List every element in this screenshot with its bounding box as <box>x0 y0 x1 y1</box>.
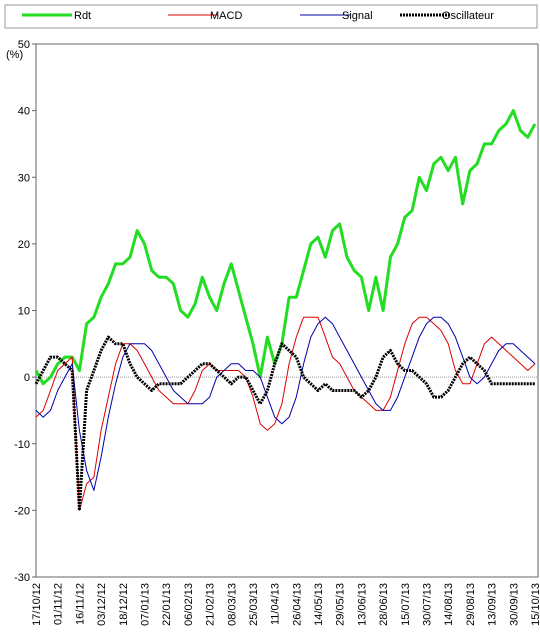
legend-label: Signal <box>342 10 373 22</box>
x-tick-label: 15/10/13 <box>530 583 540 626</box>
series-line <box>35 316 536 511</box>
legend-box <box>4 4 538 29</box>
series-line <box>34 335 535 512</box>
x-tick-label: 21/02/13 <box>205 583 217 626</box>
x-tick-label: 26/04/13 <box>291 583 303 626</box>
legend-label: MACD <box>210 10 242 22</box>
x-tick-label: 11/04/13 <box>270 583 282 625</box>
x-tick-label: 06/02/13 <box>183 583 195 626</box>
x-tick-label: 30/09/13 <box>508 583 520 626</box>
y-tick-label: -30 <box>14 572 30 584</box>
x-tick-label: 08/03/13 <box>226 583 238 626</box>
x-tick-label: 28/06/13 <box>378 583 390 626</box>
y-tick-label: -10 <box>14 439 30 451</box>
x-tick-label: 01/11/12 <box>53 583 65 625</box>
x-tick-label: 13/06/13 <box>356 583 368 626</box>
legend-label: Oscillateur <box>442 10 494 22</box>
x-tick-label: 30/07/13 <box>422 583 434 626</box>
series-line <box>35 316 536 491</box>
x-tick-label: 22/01/13 <box>161 583 173 626</box>
y-axis-label: (%) <box>6 49 23 61</box>
y-tick-label: 40 <box>18 106 30 118</box>
x-tick-label: 17/10/12 <box>31 583 43 626</box>
y-tick-label: 0 <box>24 372 30 384</box>
x-tick-label: 03/12/12 <box>96 583 108 626</box>
y-tick-label: 50 <box>18 39 30 51</box>
x-tick-label: 29/08/13 <box>465 583 477 626</box>
y-tick-label: -20 <box>14 505 30 517</box>
y-tick-label: 10 <box>18 306 30 318</box>
x-tick-label: 13/09/13 <box>487 583 499 626</box>
series-line <box>34 109 537 386</box>
x-tick-label: 18/12/12 <box>118 583 130 626</box>
x-tick-label: 14/08/13 <box>443 583 455 626</box>
x-tick-label: 07/01/13 <box>139 583 151 626</box>
x-tick-label: 25/03/13 <box>248 583 260 626</box>
y-tick-label: 30 <box>18 172 30 184</box>
legend-label: Rdt <box>74 10 91 22</box>
x-tick-label: 16/11/12 <box>74 583 86 625</box>
x-tick-label: 29/05/13 <box>335 583 347 626</box>
x-tick-label: 15/07/13 <box>400 583 412 626</box>
x-tick-label: 14/05/13 <box>313 583 325 626</box>
y-tick-label: 20 <box>18 239 30 251</box>
